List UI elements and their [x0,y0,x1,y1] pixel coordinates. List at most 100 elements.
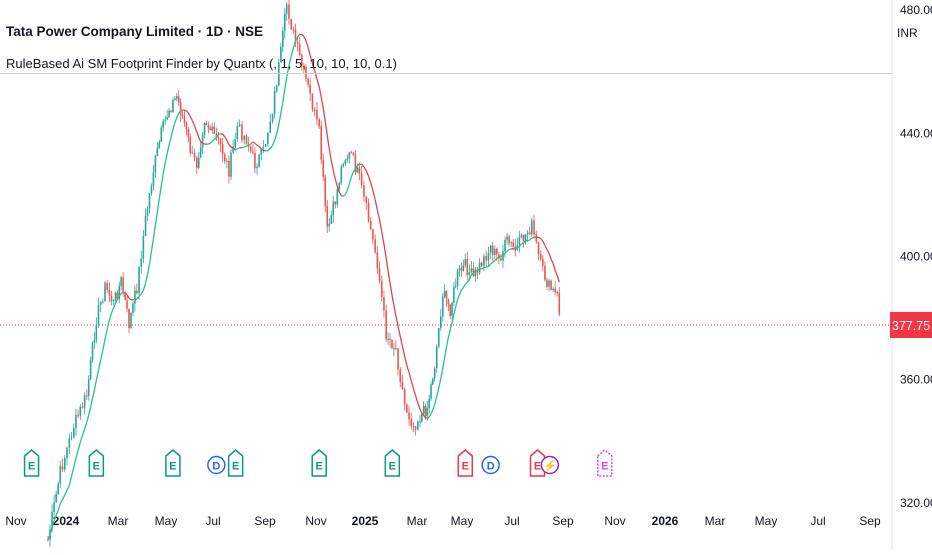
candle-body [318,119,320,126]
x-tick-label: Jul [810,514,825,528]
candle-body [202,135,204,147]
x-tick-label: 2026 [652,514,679,528]
ma-segment [347,184,349,191]
candle-body [449,305,451,316]
candle-body [226,161,228,162]
ma-segment [557,276,559,283]
candle-body [157,148,159,156]
ma-segment [329,149,331,161]
ma-segment [181,110,183,111]
ma-segment [465,282,467,284]
candle-body [361,173,363,185]
candle-body [153,172,155,186]
candle-body [155,156,157,172]
ma-segment [203,143,205,144]
ma-segment [153,225,155,238]
x-tick-label: Jul [205,514,220,528]
candle-body [485,256,487,261]
ma-segment [82,429,84,435]
ma-segment [244,146,246,147]
ma-segment [413,389,415,396]
ma-segment [63,495,65,500]
ma-segment [545,245,547,249]
ma-segment [270,146,272,149]
ma-segment [291,48,293,56]
ma-segment [72,467,74,476]
candle-body [496,249,498,254]
ma-segment [394,306,396,316]
ma-segment [257,145,259,146]
candle-body [263,147,265,148]
ma-segment [173,123,175,130]
candle-body [529,233,531,235]
ma-segment [99,360,101,370]
event-label: E [232,461,239,473]
ma-segment [327,136,329,149]
ma-segment [497,258,499,259]
ma-segment [317,79,319,87]
candle-body [241,124,243,140]
ma-segment [283,90,285,102]
ma-segment [221,134,223,135]
candle-body [359,167,361,173]
candle-body [111,296,113,302]
candle-body [413,426,415,427]
candle-body [404,389,406,404]
ma-segment [171,130,173,138]
candle-body [345,160,347,164]
ma-segment [227,140,229,145]
ma-segment [447,337,449,346]
candle-body [130,313,132,328]
candle-body [540,254,542,259]
candle-body [312,93,314,109]
candle-body [521,235,523,238]
ma-segment [454,307,456,314]
candle-body [293,29,295,30]
candle-body [126,300,128,308]
ma-segment [199,137,201,141]
candle-body [363,185,365,197]
x-tick-label: Mar [705,514,726,528]
candle-body [210,128,212,131]
candle-body [444,291,446,297]
ma-segment [175,117,177,122]
candle-body [314,110,316,111]
event-label: E [93,461,100,473]
ma-segment [380,220,382,232]
candle-body [71,438,73,439]
ma-segment [208,143,210,144]
candle-body [365,197,367,203]
event-label: ⚡ [543,460,557,473]
candle-body [481,263,483,266]
candle-body [336,190,338,205]
candle-body [399,369,401,382]
candle-body [448,299,450,304]
event-label: E [316,461,323,473]
ma-segment [478,269,480,270]
candle-body [211,127,213,131]
ma-segment [177,113,179,117]
event-label: D [212,461,220,473]
candle-body [309,85,311,94]
candle-body [128,309,130,328]
candle-body [368,203,370,221]
candle-body [379,268,381,280]
indicator-legend[interactable]: RuleBased Ai SM Footprint Finder by Quan… [6,56,397,71]
candle-body [204,123,206,135]
candle-body [82,407,84,408]
candle-body [286,4,288,13]
candle-body [109,290,111,296]
ma-segment [242,147,244,148]
candle-body [160,128,162,142]
ma-segment [169,137,171,144]
ma-segment [407,365,409,372]
candle-body [423,406,425,413]
candle-body [372,229,374,239]
ma-segment [375,200,377,210]
candle-body [188,129,190,137]
candle-body [265,144,267,147]
candle-body [90,360,92,380]
candle-body [381,281,383,297]
